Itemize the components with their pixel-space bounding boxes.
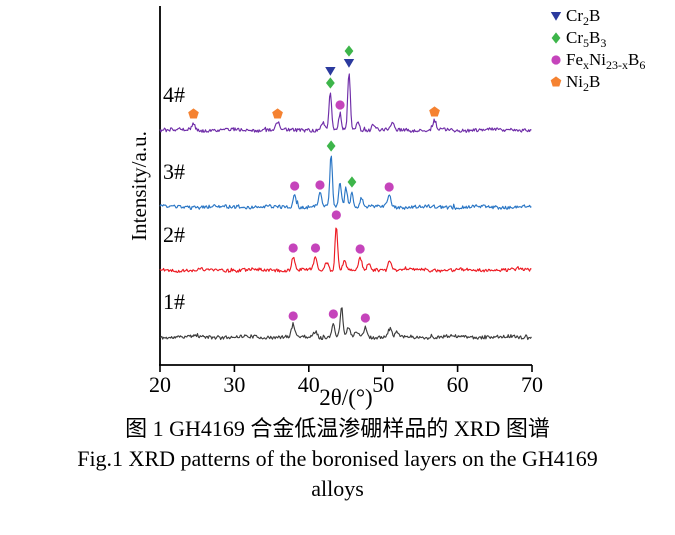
ni2b-legend-icon (550, 76, 562, 87)
marker-ni2b (272, 108, 283, 119)
marker-feni (310, 243, 321, 253)
x-tick-label: 40 (298, 372, 320, 397)
trace-sample-1 (159, 307, 532, 341)
trace-sample-4 (159, 73, 532, 133)
marker-feni (288, 243, 298, 253)
marker-cr5b3 (325, 77, 335, 89)
feni-legend-icon (551, 55, 561, 65)
x-tick-label: 30 (223, 372, 245, 397)
marker-feni (328, 309, 338, 319)
marker-cr2b (343, 59, 355, 68)
legend-item-feni: FexNi23-xB6 (551, 50, 645, 72)
marker-feni (355, 244, 365, 254)
marker-feni (288, 311, 298, 321)
legend-item-ni2b: Ni2B (550, 72, 600, 94)
series-label-2: 2# (163, 222, 185, 247)
marker-cr5b3 (344, 45, 354, 57)
trace-sample-3 (159, 155, 532, 210)
legend-item-cr5b3: Cr5B3 (551, 28, 606, 50)
legend-label-ni2b: Ni2B (566, 72, 600, 94)
marker-feni (384, 182, 394, 192)
figure-caption: 图 1 GH4169 合金低温渗硼样品的 XRD 图谱 Fig.1 XRD pa… (0, 414, 675, 504)
xrd-plot: 20 30 40 50 60 70 2θ/(°) Intensity/a.u. 1# 2# 3# 4#… (127, 6, 645, 410)
marker-feni (335, 100, 345, 110)
series-label-4: 4# (163, 82, 185, 107)
marker-feni (360, 313, 370, 323)
legend-label-feni: FexNi23-xB6 (566, 50, 645, 72)
trace-sample-2 (159, 227, 532, 273)
cr2b-legend-icon (550, 12, 562, 21)
y-axis-label: Intensity/a.u. (127, 131, 151, 241)
cr5b3-legend-icon (551, 32, 561, 44)
x-tick-label: 70 (521, 372, 543, 397)
series-label-3: 3# (163, 159, 185, 184)
x-tick-label: 60 (447, 372, 469, 397)
x-tick-label: 50 (372, 372, 394, 397)
marker-feni (315, 180, 325, 190)
marker-feni (331, 210, 341, 220)
marker-ni2b (429, 106, 440, 117)
marker-ni2b (188, 108, 199, 119)
x-tick-label: 20 (149, 372, 171, 397)
legend-item-cr2b: Cr2B (550, 6, 600, 28)
xrd-chart: 20 30 40 50 60 70 2θ/(°) Intensity/a.u. 1# 2# 3# 4#… (127, 6, 645, 410)
x-axis-label: 2θ/(°) (319, 385, 372, 410)
caption-english-line1: Fig.1 XRD patterns of the boronised laye… (77, 446, 598, 471)
series-label-1: 1# (163, 289, 185, 314)
marker-cr5b3 (347, 176, 357, 188)
caption-english-line2: alloys (311, 476, 364, 501)
legend-label-cr5b3: Cr5B3 (566, 28, 606, 50)
legend-label-cr2b: Cr2B (566, 6, 600, 28)
marker-cr5b3 (326, 140, 336, 152)
marker-feni (290, 181, 300, 191)
marker-cr2b (325, 66, 336, 76)
caption-chinese: 图 1 GH4169 合金低温渗硼样品的 XRD 图谱 (125, 416, 550, 441)
